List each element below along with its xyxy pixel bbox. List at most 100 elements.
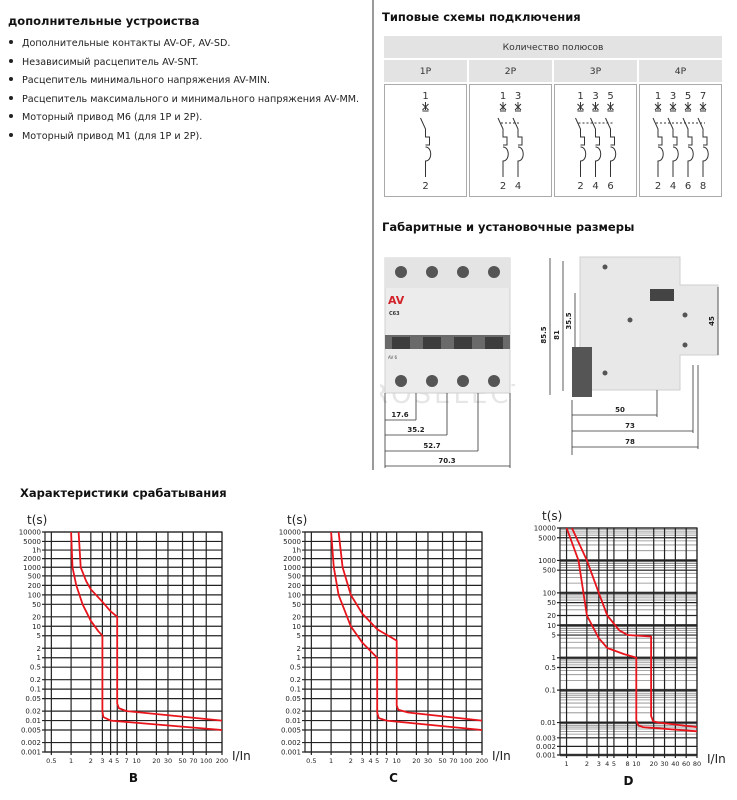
plot-frame [44,531,223,753]
pole-header-4p: 4P [639,60,722,82]
x-tick-label: 10 [393,757,401,765]
terminal-number-bottom: 6 [607,181,613,192]
x-tick-label: 30 [424,757,432,765]
dim-50: 50 [615,406,625,414]
y-tick-label: 500 [288,572,301,580]
y-tick-label: 500 [28,572,41,580]
plot-frame [559,527,698,756]
chart-C: 1000050001h200010005002001005020105210.5… [279,513,511,785]
x-tick-label: 2 [585,760,589,768]
list-item: Расцепитель максимального и минимального… [8,94,359,113]
dim-35-5: 35.5 [565,312,573,329]
plot-frame [304,531,483,753]
x-axis-label: I/In [707,752,726,766]
contact-symbol [499,102,507,112]
y-tick-label: 0.001 [281,749,301,757]
front-view-drawing: ROSELECTRIC AV C63 AV 6 17.6 35.2 52.7 7… [380,257,515,468]
terminal-number-bottom: 6 [685,181,691,192]
y-tick-label: 0.02 [25,708,41,716]
terminal-screws-bottom [395,375,500,387]
terminal-number-top: 5 [685,91,691,102]
list-item: Моторный привод M1 (для 1P и 2P). [8,131,359,150]
dim-35-2: 35.2 [407,426,424,434]
chart-B: 1000050001h200010005002001005020105210.5… [19,513,251,785]
y-tick-label: 2000 [23,555,41,563]
dim-70-3: 70.3 [438,457,455,465]
y-tick-label: 2 [37,645,41,653]
poles-group-header: Количество полюсов [384,36,722,58]
terminal-number-top: 3 [515,91,521,102]
side-view-drawing: 85.5 81 35.5 45 50 73 78 [540,256,719,455]
terminal-screws-top [395,266,500,278]
terminal-number-bottom: 2 [577,181,583,192]
series-label: AV 6 [388,355,397,360]
y-tick-label: 1 [37,654,41,662]
x-tick-label: 1 [69,757,73,765]
y-tick-label: 0.2 [30,676,41,684]
terminal-number-top: 1 [577,91,583,102]
y-tick-label: 10 [32,623,41,631]
x-tick-label: 4 [109,757,113,765]
din-clip [572,347,592,397]
tripping-heading: Характеристики срабатывания [20,486,227,500]
y-tick-label: 500 [543,567,556,575]
y-tick-label: 10 [292,623,301,631]
y-tick-label: 0.1 [30,686,41,694]
width-dimension-lines [384,393,511,468]
list-item: Дополнительные контакты AV-OF, AV-SD. [8,38,359,57]
y-axis-label: t(s) [542,509,562,523]
x-tick-label: 4 [605,760,609,768]
x-tick-label: 20 [412,757,420,765]
y-tick-label: 0.003 [536,734,556,742]
list-item: Расцепитель минимального напряжения AV-M… [8,75,359,94]
x-tick-label: 4 [369,757,373,765]
trip-curve-lower [70,531,223,731]
y-tick-label: 200 [28,582,41,590]
contact-symbol [669,102,677,112]
pole-symbol [512,117,524,177]
x-tick-label: 8 [626,760,630,768]
trip-curve-lower [565,527,698,733]
dim-17-6: 17.6 [391,411,408,419]
wiring-diagram-2p: 1 2 3 4 [469,84,552,197]
pole-symbol [497,117,509,177]
pole-symbol [575,117,587,177]
y-tick-label: 10000 [19,529,41,537]
x-tick-label: 5 [115,757,119,765]
terminal-number-bottom: 2 [655,181,661,192]
terminal-number-bottom: 4 [670,181,676,192]
x-tick-label: 5 [612,760,616,768]
y-tick-label: 0.001 [21,749,41,757]
pole-header-3p: 3P [554,60,637,82]
chart-title: B [129,771,138,785]
dim-73: 73 [625,422,635,430]
y-tick-label: 0.01 [25,717,41,725]
y-tick-label: 0.01 [285,717,301,725]
x-tick-label: 200 [216,757,228,765]
x-tick-label: 70 [449,757,457,765]
contact-symbol [684,102,692,112]
x-tick-label: 70 [189,757,197,765]
circuit-diagram: 1 2 3 4 [497,91,524,192]
accessories-heading: дополнительные устроиства [8,14,200,28]
x-tick-label: 2 [89,757,93,765]
terminal-number-top: 5 [607,91,613,102]
pole-symbol [605,117,617,177]
y-tick-label: 10000 [279,529,301,537]
y-tick-label: 50 [292,601,301,609]
x-tick-label: 60 [682,760,690,768]
x-tick-label: 40 [671,760,679,768]
y-tick-label: 0.1 [290,686,301,694]
y-tick-label: 5 [552,632,556,640]
terminal-number-bottom: 4 [515,181,521,192]
y-tick-label: 1h [292,547,301,555]
x-tick-label: 20 [152,757,160,765]
pole-symbol [697,117,709,177]
height-dimension-lines [549,258,719,455]
x-tick-label: 50 [178,757,186,765]
circuit-diagram: 1 2 3 4 5 6 [575,91,617,192]
indicator-window [650,289,674,301]
